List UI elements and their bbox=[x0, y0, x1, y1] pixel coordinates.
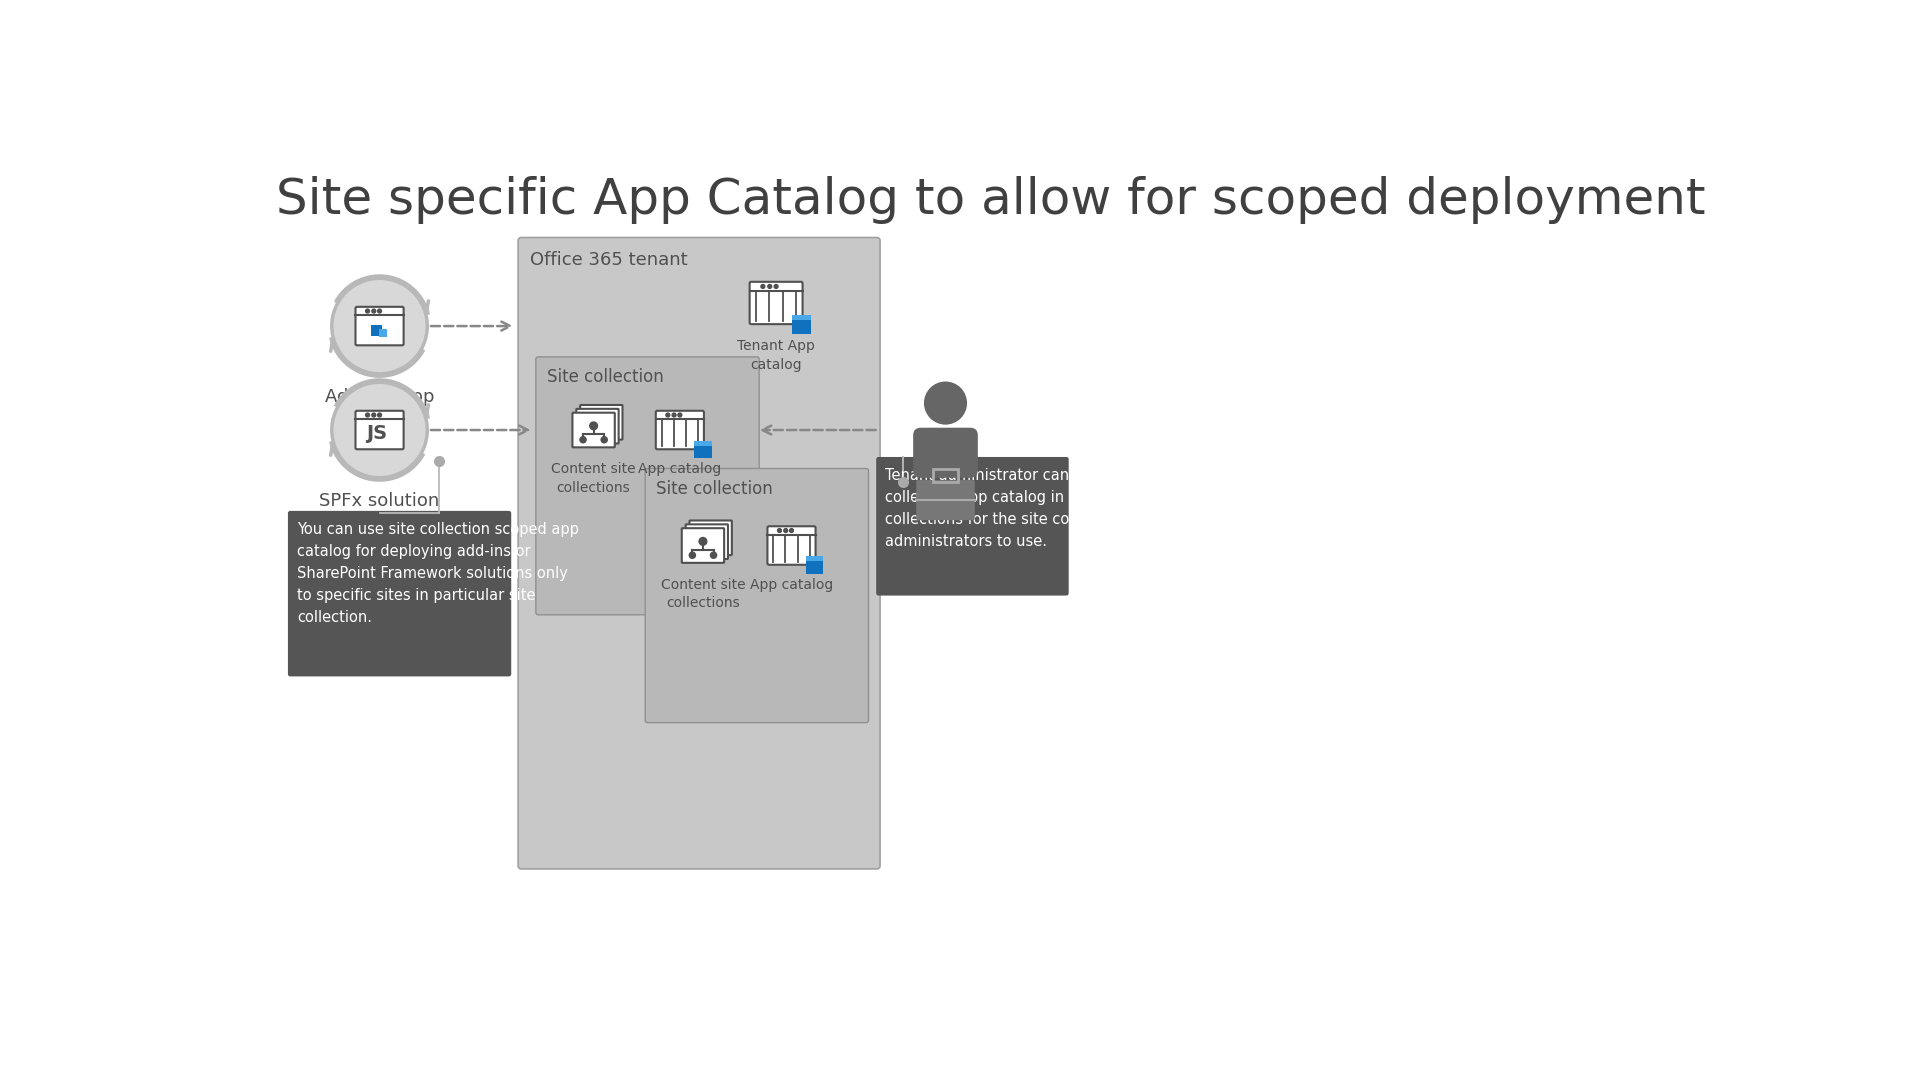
FancyBboxPatch shape bbox=[355, 307, 403, 345]
Text: Tenant administrator can enable site
collection app catalog in specific site
col: Tenant administrator can enable site col… bbox=[885, 468, 1156, 549]
Circle shape bbox=[378, 309, 382, 313]
FancyBboxPatch shape bbox=[806, 557, 824, 561]
FancyBboxPatch shape bbox=[518, 238, 879, 869]
FancyBboxPatch shape bbox=[916, 480, 975, 520]
Text: App catalog: App catalog bbox=[637, 463, 722, 477]
FancyBboxPatch shape bbox=[791, 315, 810, 320]
FancyBboxPatch shape bbox=[572, 413, 614, 448]
Circle shape bbox=[666, 413, 670, 417]
FancyBboxPatch shape bbox=[576, 409, 618, 443]
FancyBboxPatch shape bbox=[580, 405, 622, 440]
Circle shape bbox=[768, 284, 772, 289]
Circle shape bbox=[365, 309, 369, 313]
FancyBboxPatch shape bbox=[806, 557, 824, 574]
FancyBboxPatch shape bbox=[682, 529, 724, 563]
Text: Office 365 tenant: Office 365 tenant bbox=[530, 252, 687, 269]
FancyBboxPatch shape bbox=[876, 457, 1069, 596]
FancyBboxPatch shape bbox=[378, 329, 388, 337]
FancyBboxPatch shape bbox=[695, 441, 712, 445]
Circle shape bbox=[783, 529, 787, 533]
FancyBboxPatch shape bbox=[768, 526, 816, 564]
Text: Tenant App
catalog: Tenant App catalog bbox=[737, 339, 814, 372]
FancyBboxPatch shape bbox=[645, 468, 868, 722]
FancyBboxPatch shape bbox=[355, 411, 403, 450]
Text: App catalog: App catalog bbox=[751, 578, 833, 592]
Circle shape bbox=[365, 413, 369, 417]
Circle shape bbox=[672, 413, 676, 417]
Circle shape bbox=[760, 284, 764, 289]
Text: You can use site collection scoped app
catalog for deploying add-ins or
SharePoi: You can use site collection scoped app c… bbox=[298, 522, 580, 626]
Text: Site collection: Site collection bbox=[657, 480, 772, 498]
Circle shape bbox=[778, 529, 781, 533]
FancyBboxPatch shape bbox=[288, 511, 511, 677]
Text: Content site
collections: Content site collections bbox=[660, 578, 745, 611]
FancyBboxPatch shape bbox=[371, 324, 382, 336]
Circle shape bbox=[332, 278, 428, 374]
FancyBboxPatch shape bbox=[791, 315, 810, 334]
Text: SPFx solution: SPFx solution bbox=[319, 492, 440, 509]
Text: Add-in / app: Add-in / app bbox=[324, 388, 434, 405]
Circle shape bbox=[924, 382, 968, 425]
FancyBboxPatch shape bbox=[536, 357, 758, 615]
Circle shape bbox=[689, 552, 695, 558]
FancyBboxPatch shape bbox=[689, 520, 732, 556]
Circle shape bbox=[601, 437, 607, 443]
Text: JS: JS bbox=[367, 425, 388, 443]
Circle shape bbox=[372, 309, 376, 313]
Text: Site specific App Catalog to allow for scoped deployment: Site specific App Catalog to allow for s… bbox=[276, 176, 1705, 224]
Text: Content site
collections: Content site collections bbox=[551, 463, 636, 495]
Circle shape bbox=[710, 552, 716, 558]
FancyBboxPatch shape bbox=[914, 428, 977, 478]
FancyBboxPatch shape bbox=[749, 282, 803, 324]
Circle shape bbox=[699, 537, 707, 545]
Circle shape bbox=[372, 413, 376, 417]
Circle shape bbox=[589, 422, 597, 430]
Circle shape bbox=[678, 413, 682, 417]
Circle shape bbox=[580, 437, 586, 443]
Circle shape bbox=[789, 529, 793, 533]
Circle shape bbox=[378, 413, 382, 417]
FancyBboxPatch shape bbox=[685, 524, 728, 559]
FancyBboxPatch shape bbox=[695, 441, 712, 458]
Text: Site collection: Site collection bbox=[547, 369, 664, 386]
FancyBboxPatch shape bbox=[657, 411, 705, 450]
Circle shape bbox=[332, 383, 428, 478]
Circle shape bbox=[774, 284, 778, 289]
